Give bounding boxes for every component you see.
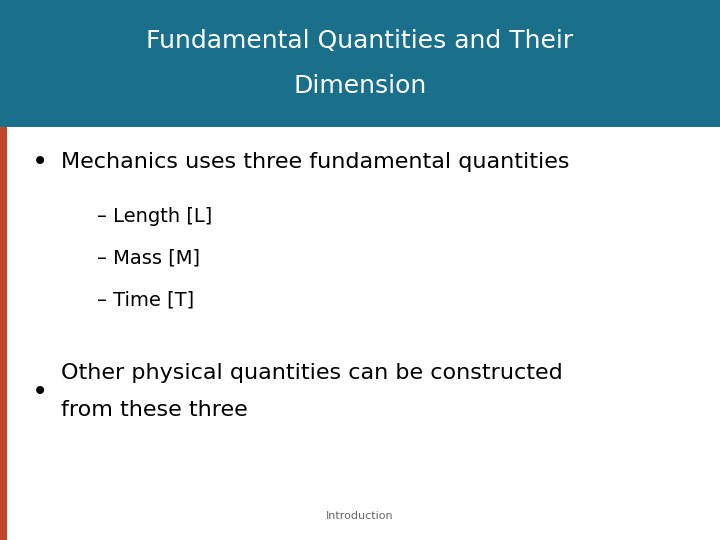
Text: Mechanics uses three fundamental quantities: Mechanics uses three fundamental quantit… [61,152,570,172]
Text: •: • [32,377,48,406]
Text: from these three: from these three [61,400,248,421]
Text: Introduction: Introduction [326,511,394,521]
Text: – Length [L]: – Length [L] [97,206,212,226]
Bar [0,0,720,127]
Text: – Time [T]: – Time [T] [97,291,194,310]
Text: Other physical quantities can be constructed: Other physical quantities can be constru… [61,362,563,383]
Text: Dimension: Dimension [293,75,427,98]
Text: •: • [32,148,48,176]
Text: – Mass [M]: – Mass [M] [97,248,200,268]
Text: Fundamental Quantities and Their: Fundamental Quantities and Their [146,29,574,52]
Bar [0,127,7,540]
